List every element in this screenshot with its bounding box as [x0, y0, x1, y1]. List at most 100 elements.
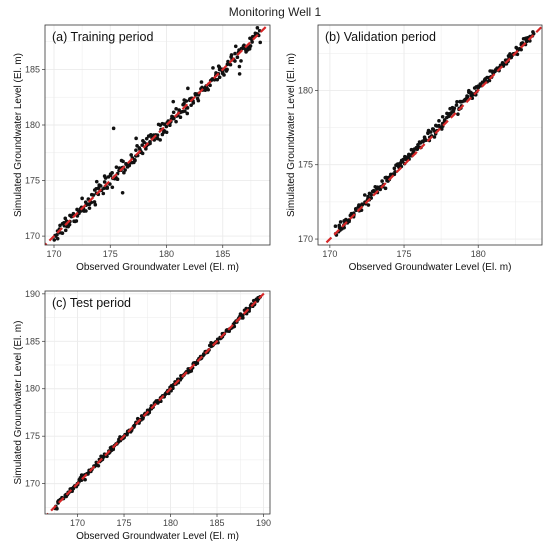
data-point-outlier [111, 126, 116, 131]
x-tick-label: 185 [209, 518, 224, 528]
data-point [84, 209, 88, 213]
data-point [206, 87, 211, 92]
data-point [133, 158, 137, 163]
panel-1: 170 175 180 170 175 180 (b) Validation period O… [286, 24, 543, 273]
data-point [129, 153, 133, 157]
data-point [63, 228, 68, 233]
data-point [182, 101, 186, 106]
data-point [465, 96, 469, 100]
plot-marks [322, 25, 542, 245]
data-point [333, 224, 338, 228]
data-point [217, 75, 222, 80]
data-point [171, 110, 176, 115]
data-point [259, 25, 261, 26]
data-point [222, 73, 226, 77]
plot-marks [46, 291, 268, 514]
data-point [148, 139, 152, 144]
x-axis-label: Observed Groundwater Level (El. m) [349, 262, 512, 273]
data-point [102, 180, 107, 184]
data-point [114, 165, 119, 169]
data-point [240, 313, 245, 318]
x-tick-label: 180 [163, 518, 178, 528]
data-point-outlier [237, 72, 242, 76]
data-point [366, 194, 370, 199]
x-tick-label: 175 [117, 518, 132, 528]
data-point [439, 127, 444, 131]
data-point [55, 506, 59, 511]
y-tick-label: 190 [25, 289, 40, 299]
data-point [172, 116, 176, 121]
data-point [471, 92, 475, 96]
data-point [185, 111, 190, 116]
data-point-outlier [171, 99, 176, 104]
data-point [96, 463, 101, 468]
data-point-outlier [102, 174, 107, 178]
data-point [401, 157, 406, 162]
data-point [211, 66, 215, 70]
y-tick-label: 170 [25, 479, 40, 489]
data-point [392, 166, 397, 171]
panel-title: (c) Test period [52, 296, 131, 310]
panel-title: (b) Validation period [325, 30, 436, 44]
data-point [134, 148, 138, 152]
data-point [183, 109, 187, 113]
data-point [62, 221, 66, 225]
data-point [250, 40, 254, 44]
data-point [432, 135, 437, 139]
data-point [233, 51, 237, 56]
data-point [428, 130, 433, 134]
data-point-outlier [217, 65, 222, 70]
y-tick-label: 170 [298, 234, 313, 244]
panel-2: 170 175 180 185 190 170 175 180 185 190 (c) Test p… [13, 289, 271, 542]
panel-border [44, 290, 271, 515]
y-tick-label: 175 [298, 160, 313, 170]
data-point-outlier [63, 216, 68, 221]
data-point [105, 186, 110, 190]
x-tick-label: 180 [471, 249, 486, 259]
y-tick-label: 170 [25, 231, 40, 241]
data-point [174, 119, 178, 124]
data-point [258, 40, 263, 45]
data-point [52, 238, 57, 242]
data-point [74, 219, 79, 223]
data-point-outlier [120, 190, 125, 195]
data-point-outlier [80, 196, 84, 201]
one-to-one-line [46, 291, 268, 514]
data-point [158, 138, 162, 142]
data-point [241, 316, 245, 320]
panel-border [44, 24, 271, 246]
data-point [233, 59, 237, 63]
y-tick-label: 180 [298, 85, 313, 95]
data-point-outlier [119, 158, 124, 163]
data-point [87, 206, 92, 210]
data-point [127, 163, 132, 168]
data-point [98, 184, 103, 188]
data-point [228, 62, 233, 67]
data-point [55, 232, 59, 237]
x-axis-label: Observed Groundwater Level (El. m) [76, 262, 239, 273]
data-point [101, 191, 106, 196]
x-tick-label: 185 [215, 249, 230, 259]
data-point [338, 220, 343, 224]
x-tick-label: 180 [159, 249, 174, 259]
data-point [248, 44, 253, 48]
x-tick-label: 175 [103, 249, 118, 259]
y-tick-label: 180 [25, 120, 40, 130]
data-point [196, 98, 201, 103]
panel-border [317, 24, 543, 246]
data-point [92, 200, 97, 204]
y-tick-label: 175 [25, 176, 40, 186]
data-point [437, 119, 441, 123]
data-point [185, 106, 190, 110]
data-point [199, 80, 204, 84]
data-point [91, 193, 96, 197]
data-point [195, 361, 200, 366]
data-point [409, 147, 414, 152]
data-point [171, 386, 175, 391]
data-point [178, 115, 183, 120]
data-point [55, 236, 60, 241]
x-axis-label: Observed Groundwater Level (El. m) [76, 531, 239, 542]
data-point [519, 47, 523, 52]
y-axis-label: Simulated Groundwater Level (El. m) [13, 53, 24, 217]
